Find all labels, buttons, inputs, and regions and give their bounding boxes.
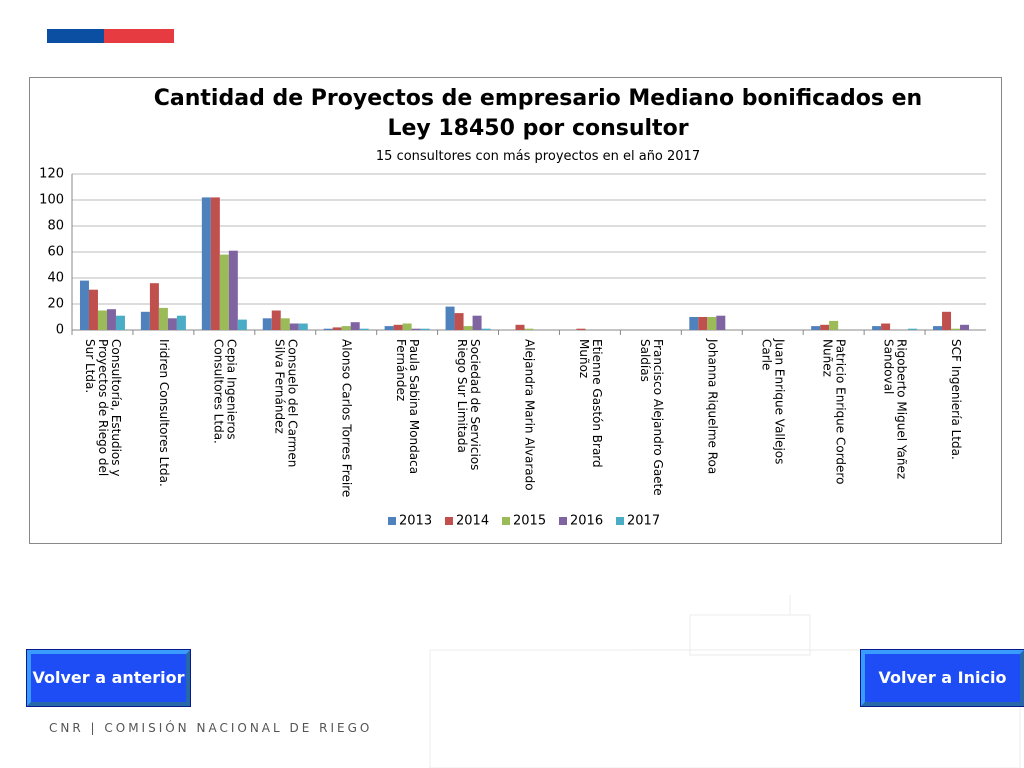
legend-swatch bbox=[502, 517, 510, 525]
bar bbox=[698, 317, 708, 330]
x-tick-label: Consuelo del Carmen Silva Fernández bbox=[272, 339, 300, 468]
bar bbox=[237, 319, 247, 330]
bar bbox=[515, 324, 525, 330]
x-tick-label: Paula Sabina Mondaca Fernández bbox=[394, 339, 422, 475]
x-tick-label: Iridren Consultores Ltda. bbox=[156, 339, 171, 487]
x-tick-label: Patricio Enrique Cordero Nuñez bbox=[820, 339, 848, 485]
bar bbox=[472, 315, 482, 330]
bar bbox=[524, 328, 534, 330]
bar bbox=[481, 328, 491, 330]
bar bbox=[881, 323, 891, 330]
bar bbox=[219, 254, 229, 330]
bar bbox=[228, 250, 238, 330]
x-tick-label: SCF Ingeniería Ltda. bbox=[949, 339, 964, 460]
bar bbox=[350, 322, 360, 330]
bar bbox=[280, 318, 290, 330]
legend-label: 2016 bbox=[570, 514, 603, 529]
bar bbox=[289, 323, 299, 330]
bar bbox=[149, 283, 159, 330]
x-tick-label: Rigoberto Miguel Yañez Sandoval bbox=[881, 339, 909, 480]
legend-swatch bbox=[559, 517, 567, 525]
bar bbox=[960, 324, 970, 330]
bar bbox=[829, 320, 839, 330]
bar bbox=[167, 318, 177, 330]
bar bbox=[942, 311, 952, 330]
x-tick-label: Juan Enrique Vallejos Carle bbox=[759, 339, 787, 465]
y-tick-label: 0 bbox=[56, 323, 64, 338]
bar bbox=[872, 326, 882, 330]
chart-subtitle: 15 consultores con más proyectos en el a… bbox=[375, 149, 701, 164]
bar bbox=[298, 323, 308, 330]
bar bbox=[359, 328, 369, 330]
bar bbox=[420, 328, 430, 330]
footer: CNR | COMISIÓN NACIONAL DE RIEGO bbox=[49, 721, 373, 735]
bar bbox=[716, 315, 726, 330]
bar bbox=[176, 315, 186, 330]
bar bbox=[115, 315, 125, 330]
home-button[interactable]: Volver a Inicio bbox=[861, 650, 1024, 706]
x-tick-label: Consultoría, Estudios y Proyectos de Rie… bbox=[82, 339, 123, 477]
bar bbox=[88, 289, 98, 330]
y-tick-label: 120 bbox=[39, 167, 64, 182]
bar bbox=[140, 311, 150, 330]
back-button[interactable]: Volver a anterior bbox=[27, 650, 190, 706]
legend-swatch bbox=[388, 517, 396, 525]
x-tick-label: Cepia Ingenieros Consultores Ltda. bbox=[211, 339, 239, 444]
bar bbox=[384, 326, 394, 330]
bar bbox=[689, 317, 699, 330]
bar bbox=[951, 328, 961, 330]
legend-label: 2013 bbox=[399, 514, 432, 529]
x-tick-label: Francisco Alejandro Gaete Saldías bbox=[637, 339, 665, 496]
bar bbox=[79, 280, 89, 330]
bar bbox=[393, 324, 403, 330]
bar bbox=[402, 323, 412, 330]
legend-swatch bbox=[445, 517, 453, 525]
bar bbox=[707, 317, 717, 330]
x-tick-label: Sociedad de Servicios Riego Sur Limitada bbox=[455, 339, 483, 471]
x-tick-label: Alejandra Marin Alvarado bbox=[522, 339, 537, 491]
flag-red bbox=[104, 29, 174, 43]
bar bbox=[106, 309, 116, 330]
bar bbox=[97, 310, 107, 330]
bar bbox=[411, 328, 421, 330]
y-tick-label: 100 bbox=[39, 193, 64, 208]
legend-swatch bbox=[616, 517, 624, 525]
y-tick-label: 80 bbox=[47, 219, 64, 234]
y-tick-label: 20 bbox=[47, 297, 64, 312]
flag-blue bbox=[47, 29, 104, 43]
building-watermark bbox=[429, 595, 1021, 768]
bar bbox=[445, 306, 455, 330]
bar bbox=[820, 324, 830, 330]
bar bbox=[262, 318, 272, 330]
bar bbox=[908, 328, 918, 330]
chart-title: Cantidad de Proyectos de empresario Medi… bbox=[153, 86, 923, 141]
x-tick-label: Johanna Riquelme Roa bbox=[705, 339, 720, 475]
bar bbox=[463, 326, 473, 330]
bar bbox=[323, 328, 333, 330]
x-tick-label: Etienne Gastón Brard Muñoz bbox=[576, 339, 604, 468]
bar bbox=[271, 310, 281, 330]
legend-label: 2015 bbox=[513, 514, 546, 529]
bar bbox=[201, 197, 211, 330]
bar bbox=[341, 326, 351, 330]
legend-label: 2017 bbox=[627, 514, 660, 529]
legend-label: 2014 bbox=[456, 514, 489, 529]
bar bbox=[933, 326, 943, 330]
bar bbox=[332, 327, 342, 330]
x-tick-label: Alonso Carlos Torres Freire bbox=[339, 339, 354, 498]
bar bbox=[210, 197, 220, 330]
y-tick-label: 60 bbox=[47, 245, 64, 260]
bar bbox=[158, 307, 168, 330]
bar bbox=[576, 328, 586, 330]
bar bbox=[454, 313, 464, 330]
chart-frame bbox=[29, 77, 1002, 544]
bar bbox=[811, 326, 821, 330]
y-tick-label: 40 bbox=[47, 271, 64, 286]
